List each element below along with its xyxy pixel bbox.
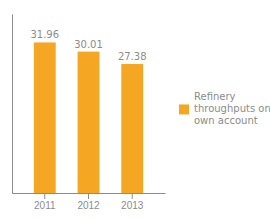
chart: 2011 2012 2013 31.96 30.01 27.38 Refinerythrou… [0, 0, 270, 219]
legend-item: Refinerythroughputs onown account [179, 91, 270, 126]
x-tick-mark [132, 193, 133, 199]
data-label: 31.96 [30, 29, 59, 40]
x-tick-label: 2012 [77, 200, 100, 211]
bar [34, 42, 56, 193]
data-label: 27.38 [118, 51, 147, 62]
x-tick-mark [44, 193, 45, 199]
legend-label: Refinerythroughputs onown account [194, 91, 270, 126]
data-labels: 31.96 30.01 27.38 [30, 29, 146, 62]
x-tick-label: 2013 [121, 200, 144, 211]
legend: Refinerythroughputs onown account [179, 91, 270, 126]
bars [34, 42, 143, 193]
bar [78, 52, 100, 193]
data-label: 30.01 [74, 39, 103, 50]
plot: 2011 2012 2013 31.96 30.01 27.38 [13, 15, 166, 212]
x-tick: 2011 [34, 193, 56, 211]
x-tick-mark [88, 193, 89, 199]
x-tick: 2012 [77, 193, 100, 211]
x-tick: 2013 [121, 193, 144, 211]
x-tick-label: 2011 [34, 200, 56, 211]
y-axis [12, 15, 13, 194]
legend-swatch [179, 104, 189, 114]
y-axis-line [12, 15, 13, 194]
bar [121, 64, 143, 193]
x-axis: 2011 2012 2013 [13, 193, 166, 211]
